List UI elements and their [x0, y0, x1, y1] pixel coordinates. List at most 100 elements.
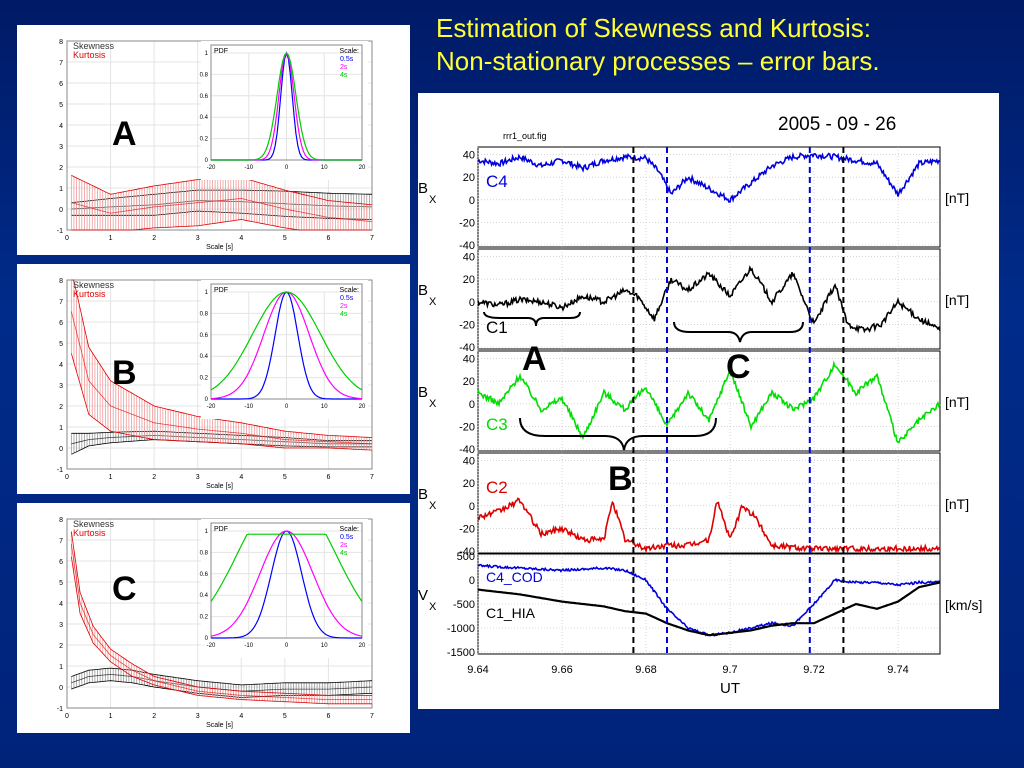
y-tick-label: -1 — [57, 706, 63, 713]
inset-x-tick-label: -20 — [207, 643, 216, 649]
inset-y-tick-label: 0.2 — [200, 615, 209, 621]
title-line-1: Estimation of Skewness and Kurtosis: — [436, 13, 871, 43]
inset-x-tick-label: -10 — [244, 165, 253, 171]
series-line — [477, 264, 941, 334]
y-axis-label: B — [418, 384, 428, 401]
y-tick-label: -40 — [459, 546, 475, 558]
x-tick-label: 4 — [239, 474, 243, 481]
inset-y-tick-label: 1 — [205, 290, 209, 296]
y-tick-label: 7 — [59, 299, 63, 306]
y-tick-label: 20 — [463, 376, 475, 388]
inset-x-tick-label: 20 — [359, 643, 366, 649]
y-tick-label: 8 — [59, 278, 63, 285]
x-tick-label: 3 — [196, 713, 200, 720]
x-axis-label: Scale [s] — [206, 244, 233, 251]
inset-legend-title: Scale: — [340, 526, 360, 533]
y-tick-label: -1 — [57, 467, 63, 474]
series-label: C3 — [486, 415, 508, 434]
inset-y-tick-label: 0.2 — [200, 376, 209, 382]
inset-x-tick-label: 20 — [359, 165, 366, 171]
y-tick-label: 2 — [59, 165, 63, 172]
x-tick-label: 9.7 — [722, 664, 737, 676]
error-envelope-upper — [71, 279, 373, 438]
inset-y-tick-label: 1 — [205, 529, 209, 535]
x-tick-label: 5 — [283, 713, 287, 720]
y-tick-label: 0 — [469, 297, 475, 309]
inset-y-tick-label: 0.6 — [200, 94, 209, 100]
y-tick-label: 2 — [59, 643, 63, 650]
y-tick-label: 0 — [469, 195, 475, 207]
panel-c: -1 0 1 2 3 4 5 6 7 8 0 1 2 3 4 5 6 7 Scale [s] Skewness Kurt… — [17, 503, 410, 733]
series-label: C1 — [486, 318, 508, 337]
inset-x-tick-label: -20 — [207, 404, 216, 410]
x-tick-label: 1 — [109, 235, 113, 242]
subplot-frame — [477, 146, 941, 248]
y-tick-label: 4 — [59, 601, 63, 608]
y-tick-label: 3 — [59, 622, 63, 629]
y-tick-label: -40 — [459, 342, 475, 354]
y-tick-label: 6 — [59, 320, 63, 327]
unit-label: [nT] — [945, 394, 969, 410]
inset-legend-entry: 4s — [340, 72, 348, 79]
series-line — [477, 497, 941, 554]
x-tick-label: 7 — [370, 474, 374, 481]
y-tick-label: -1000 — [447, 623, 475, 635]
inset-frame — [210, 283, 363, 400]
inset-legend-entry: 0.5s — [340, 534, 354, 541]
legend-kurtosis: Kurtosis — [73, 289, 106, 299]
y-tick-label: 0 — [469, 575, 475, 587]
inset-y-tick-label: 0.8 — [200, 311, 209, 317]
error-envelope-upper — [71, 667, 373, 686]
inset-legend-title: Scale: — [340, 287, 360, 294]
x-tick-label: 2 — [152, 713, 156, 720]
inset-y-tick-label: 0.4 — [200, 593, 209, 599]
inset-title: PDF — [214, 48, 228, 55]
inset-x-tick-label: 0 — [285, 165, 289, 171]
x-tick-label: 7 — [370, 235, 374, 242]
error-envelope-lower — [71, 556, 372, 705]
y-tick-label: -20 — [459, 217, 475, 229]
x-tick-label: 5 — [283, 235, 287, 242]
y-axis-label: B — [418, 180, 428, 197]
series-line — [71, 200, 373, 210]
x-axis-label: UT — [720, 680, 740, 697]
y-tick-label: 5 — [59, 102, 63, 109]
x-tick-label: 5 — [283, 474, 287, 481]
x-tick-label: 6 — [326, 474, 330, 481]
y-axis-label: B — [418, 282, 428, 299]
x-tick-label: 6 — [326, 713, 330, 720]
x-tick-label: 4 — [239, 713, 243, 720]
y-tick-label: -20 — [459, 421, 475, 433]
inset-legend-entry: 2s — [340, 303, 348, 310]
slide-title: Estimation of Skewness and Kurtosis: Non… — [436, 12, 1016, 78]
inset-x-tick-label: 10 — [321, 404, 328, 410]
inset-y-tick-label: 0.2 — [200, 137, 209, 143]
y-tick-label: -20 — [459, 319, 475, 331]
legend-kurtosis: Kurtosis — [73, 50, 106, 60]
y-tick-label: 20 — [463, 478, 475, 490]
x-tick-label: 4 — [239, 235, 243, 242]
error-envelope-upper — [71, 189, 373, 204]
inset-y-tick-label: 0.6 — [200, 572, 209, 578]
x-tick-label: 2 — [152, 474, 156, 481]
inset-legend-entry: 2s — [340, 542, 348, 549]
pdf-curve — [211, 52, 362, 161]
y-tick-label: 4 — [59, 362, 63, 369]
y-tick-label: 3 — [59, 144, 63, 151]
y-axis-label-subscript: X — [429, 398, 437, 410]
x-tick-label: 9.72 — [803, 664, 824, 676]
y-tick-label: 40 — [463, 456, 475, 468]
y-tick-label: 0 — [469, 501, 475, 513]
inset-x-tick-label: 0 — [285, 643, 289, 649]
unit-label: [nT] — [945, 496, 969, 512]
x-tick-label: 9.68 — [635, 664, 656, 676]
inset-legend-entry: 0.5s — [340, 56, 354, 63]
inset-legend-entry: 4s — [340, 550, 348, 557]
panel-letter: B — [112, 354, 137, 392]
y-tick-label: 40 — [463, 354, 475, 366]
x-axis-label: Scale [s] — [206, 722, 233, 729]
series-label: C2 — [486, 478, 508, 497]
